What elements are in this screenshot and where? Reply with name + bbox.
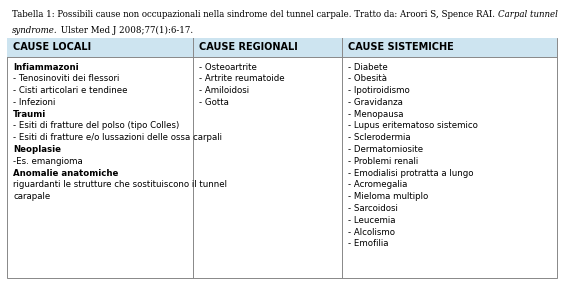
Text: carapale: carapale [13,192,50,201]
Text: - Cisti articolari e tendinee: - Cisti articolari e tendinee [13,86,127,95]
Text: - Esiti di fratture e/o lussazioni delle ossa carpali: - Esiti di fratture e/o lussazioni delle… [13,133,222,142]
Text: syndrome.: syndrome. [12,26,58,35]
Text: Anomalie anatomiche: Anomalie anatomiche [13,169,118,178]
Text: - Alcolismo: - Alcolismo [349,228,395,237]
Text: - Dermatomiosite: - Dermatomiosite [349,145,424,154]
Text: -Es. emangioma: -Es. emangioma [13,157,83,166]
Text: - Sarcoidosi: - Sarcoidosi [349,204,398,213]
Text: Neoplasie: Neoplasie [13,145,61,154]
Bar [7,38,557,278]
Text: - Emodialisi protratta a lungo: - Emodialisi protratta a lungo [349,169,474,178]
Text: Carpal tunnel: Carpal tunnel [498,10,558,19]
Text: - Lupus eritematoso sistemico: - Lupus eritematoso sistemico [349,121,478,130]
Text: - Amiloidosi: - Amiloidosi [199,86,249,95]
Text: - Sclerodermia: - Sclerodermia [349,133,411,142]
Text: - Tenosinoviti dei flessori: - Tenosinoviti dei flessori [13,74,120,83]
Text: - Gotta: - Gotta [199,98,229,107]
Text: - Gravidanza: - Gravidanza [349,98,403,107]
Text: CAUSE SISTEMICHE: CAUSE SISTEMICHE [349,42,454,53]
Text: - Osteoartrite: - Osteoartrite [199,63,257,72]
Text: - Problemi renali: - Problemi renali [349,157,418,166]
Text: - Emofilia: - Emofilia [349,239,389,248]
Text: - Ipotiroidismo: - Ipotiroidismo [349,86,410,95]
Bar [7,38,557,57]
Text: - Infezioni: - Infezioni [13,98,55,107]
Text: - Artrite reumatoide: - Artrite reumatoide [199,74,284,83]
Text: Tabella 1: Possibili cause non occupazionali nella sindrome del tunnel carpale. : Tabella 1: Possibili cause non occupazio… [12,10,498,19]
Text: - Obesità: - Obesità [349,74,387,83]
Text: - Leucemia: - Leucemia [349,216,396,225]
Text: - Acromegalia: - Acromegalia [349,181,408,190]
Text: CAUSE LOCALI: CAUSE LOCALI [13,42,91,53]
Text: Infiammazoni: Infiammazoni [13,63,78,72]
Text: Ulster Med J 2008;77(1):6-17.: Ulster Med J 2008;77(1):6-17. [58,26,193,35]
Text: CAUSE REGIONALI: CAUSE REGIONALI [199,42,298,53]
Text: riguardanti le strutture che sostituiscono il tunnel: riguardanti le strutture che sostituisco… [13,181,227,190]
Text: Traumi: Traumi [13,110,46,119]
Text: - Menopausa: - Menopausa [349,110,404,119]
Text: - Mieloma multiplo: - Mieloma multiplo [349,192,429,201]
Text: - Diabete: - Diabete [349,63,388,72]
Text: - Esiti di fratture del polso (tipo Colles): - Esiti di fratture del polso (tipo Coll… [13,121,179,130]
